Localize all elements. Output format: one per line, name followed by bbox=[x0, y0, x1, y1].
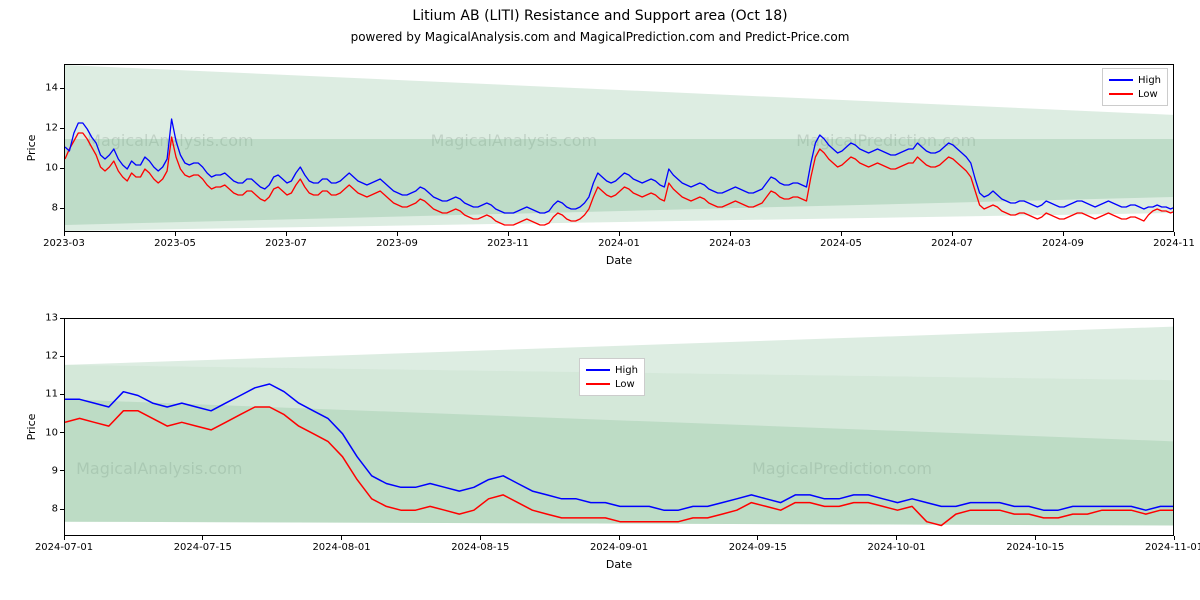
y-tick-label: 10 bbox=[28, 427, 58, 438]
y-tick-mark bbox=[60, 509, 64, 510]
x-tick-label: 2024-11 bbox=[1153, 238, 1195, 249]
plot-svg bbox=[65, 65, 1174, 232]
x-axis-label: Date bbox=[64, 558, 1174, 571]
axes-frame: MagicalAnalysis.com MagicalAnalysis.com … bbox=[64, 64, 1174, 232]
y-tick-mark bbox=[60, 128, 64, 129]
legend-item: High bbox=[1109, 73, 1161, 87]
x-tick-label: 2024-10-15 bbox=[1006, 542, 1064, 553]
x-tick-mark bbox=[508, 232, 509, 236]
x-tick-label: 2024-09-01 bbox=[590, 542, 648, 553]
legend-label: High bbox=[615, 365, 638, 376]
legend: High Low bbox=[579, 358, 645, 396]
x-tick-mark bbox=[1174, 232, 1175, 236]
y-tick-mark bbox=[60, 208, 64, 209]
plot-svg bbox=[65, 319, 1174, 536]
x-tick-mark bbox=[341, 536, 342, 540]
x-axis-label: Date bbox=[64, 254, 1174, 267]
y-axis-label: Price bbox=[25, 135, 38, 162]
x-tick-label: 2024-09 bbox=[1042, 238, 1084, 249]
legend-label: Low bbox=[1138, 89, 1158, 100]
bottom-chart-panel: MagicalAnalysis.com MagicalPrediction.co… bbox=[64, 318, 1174, 536]
legend-line-icon bbox=[586, 369, 610, 371]
x-tick-mark bbox=[757, 536, 758, 540]
x-tick-mark bbox=[286, 232, 287, 236]
x-tick-label: 2024-09-15 bbox=[729, 542, 787, 553]
y-tick-label: 11 bbox=[28, 389, 58, 400]
x-tick-label: 2024-07 bbox=[931, 238, 973, 249]
legend-line-icon bbox=[1109, 79, 1133, 81]
x-tick-mark bbox=[1063, 232, 1064, 236]
x-tick-mark bbox=[896, 536, 897, 540]
x-tick-mark bbox=[64, 232, 65, 236]
y-tick-label: 12 bbox=[28, 351, 58, 362]
figure: Litium AB (LITI) Resistance and Support … bbox=[0, 0, 1200, 600]
x-tick-mark bbox=[730, 232, 731, 236]
x-tick-mark bbox=[175, 232, 176, 236]
y-tick-mark bbox=[60, 432, 64, 433]
y-tick-label: 8 bbox=[28, 504, 58, 515]
x-tick-label: 2024-08-01 bbox=[312, 542, 370, 553]
y-tick-mark bbox=[60, 88, 64, 89]
x-tick-label: 2024-05 bbox=[820, 238, 862, 249]
y-tick-label: 12 bbox=[28, 123, 58, 134]
x-tick-mark bbox=[619, 536, 620, 540]
x-tick-label: 2024-10-01 bbox=[867, 542, 925, 553]
y-tick-mark bbox=[60, 318, 64, 319]
x-tick-mark bbox=[397, 232, 398, 236]
legend-item: Low bbox=[586, 377, 638, 391]
y-tick-label: 14 bbox=[28, 83, 58, 94]
y-tick-mark bbox=[60, 168, 64, 169]
legend-line-icon bbox=[586, 383, 610, 385]
y-tick-mark bbox=[60, 394, 64, 395]
x-tick-label: 2023-07 bbox=[265, 238, 307, 249]
top-chart-panel: MagicalAnalysis.com MagicalAnalysis.com … bbox=[64, 64, 1174, 232]
x-tick-label: 2024-11-01 bbox=[1145, 542, 1200, 553]
y-tick-label: 13 bbox=[28, 313, 58, 324]
y-tick-mark bbox=[60, 356, 64, 357]
y-tick-label: 10 bbox=[28, 163, 58, 174]
chart-subtitle: powered by MagicalAnalysis.com and Magic… bbox=[0, 30, 1200, 44]
x-tick-mark bbox=[1035, 536, 1036, 540]
y-tick-label: 8 bbox=[28, 203, 58, 214]
x-tick-mark bbox=[480, 536, 481, 540]
x-tick-mark bbox=[1174, 536, 1175, 540]
x-tick-label: 2023-11 bbox=[487, 238, 529, 249]
y-tick-label: 9 bbox=[28, 465, 58, 476]
x-tick-label: 2023-03 bbox=[43, 238, 85, 249]
x-tick-label: 2023-05 bbox=[154, 238, 196, 249]
x-tick-mark bbox=[64, 536, 65, 540]
x-tick-label: 2024-07-15 bbox=[174, 542, 232, 553]
legend-line-icon bbox=[1109, 93, 1133, 95]
y-tick-mark bbox=[60, 470, 64, 471]
chart-title: Litium AB (LITI) Resistance and Support … bbox=[0, 8, 1200, 24]
x-tick-mark bbox=[202, 536, 203, 540]
legend-label: Low bbox=[615, 379, 635, 390]
x-tick-label: 2024-08-15 bbox=[451, 542, 509, 553]
x-tick-mark bbox=[952, 232, 953, 236]
x-tick-mark bbox=[619, 232, 620, 236]
x-tick-label: 2024-03 bbox=[709, 238, 751, 249]
axes-frame: MagicalAnalysis.com MagicalPrediction.co… bbox=[64, 318, 1174, 536]
x-tick-label: 2024-07-01 bbox=[35, 542, 93, 553]
legend: High Low bbox=[1102, 68, 1168, 106]
x-tick-label: 2024-01 bbox=[598, 238, 640, 249]
legend-item: High bbox=[586, 363, 638, 377]
legend-item: Low bbox=[1109, 87, 1161, 101]
x-tick-mark bbox=[841, 232, 842, 236]
legend-label: High bbox=[1138, 75, 1161, 86]
x-tick-label: 2023-09 bbox=[376, 238, 418, 249]
